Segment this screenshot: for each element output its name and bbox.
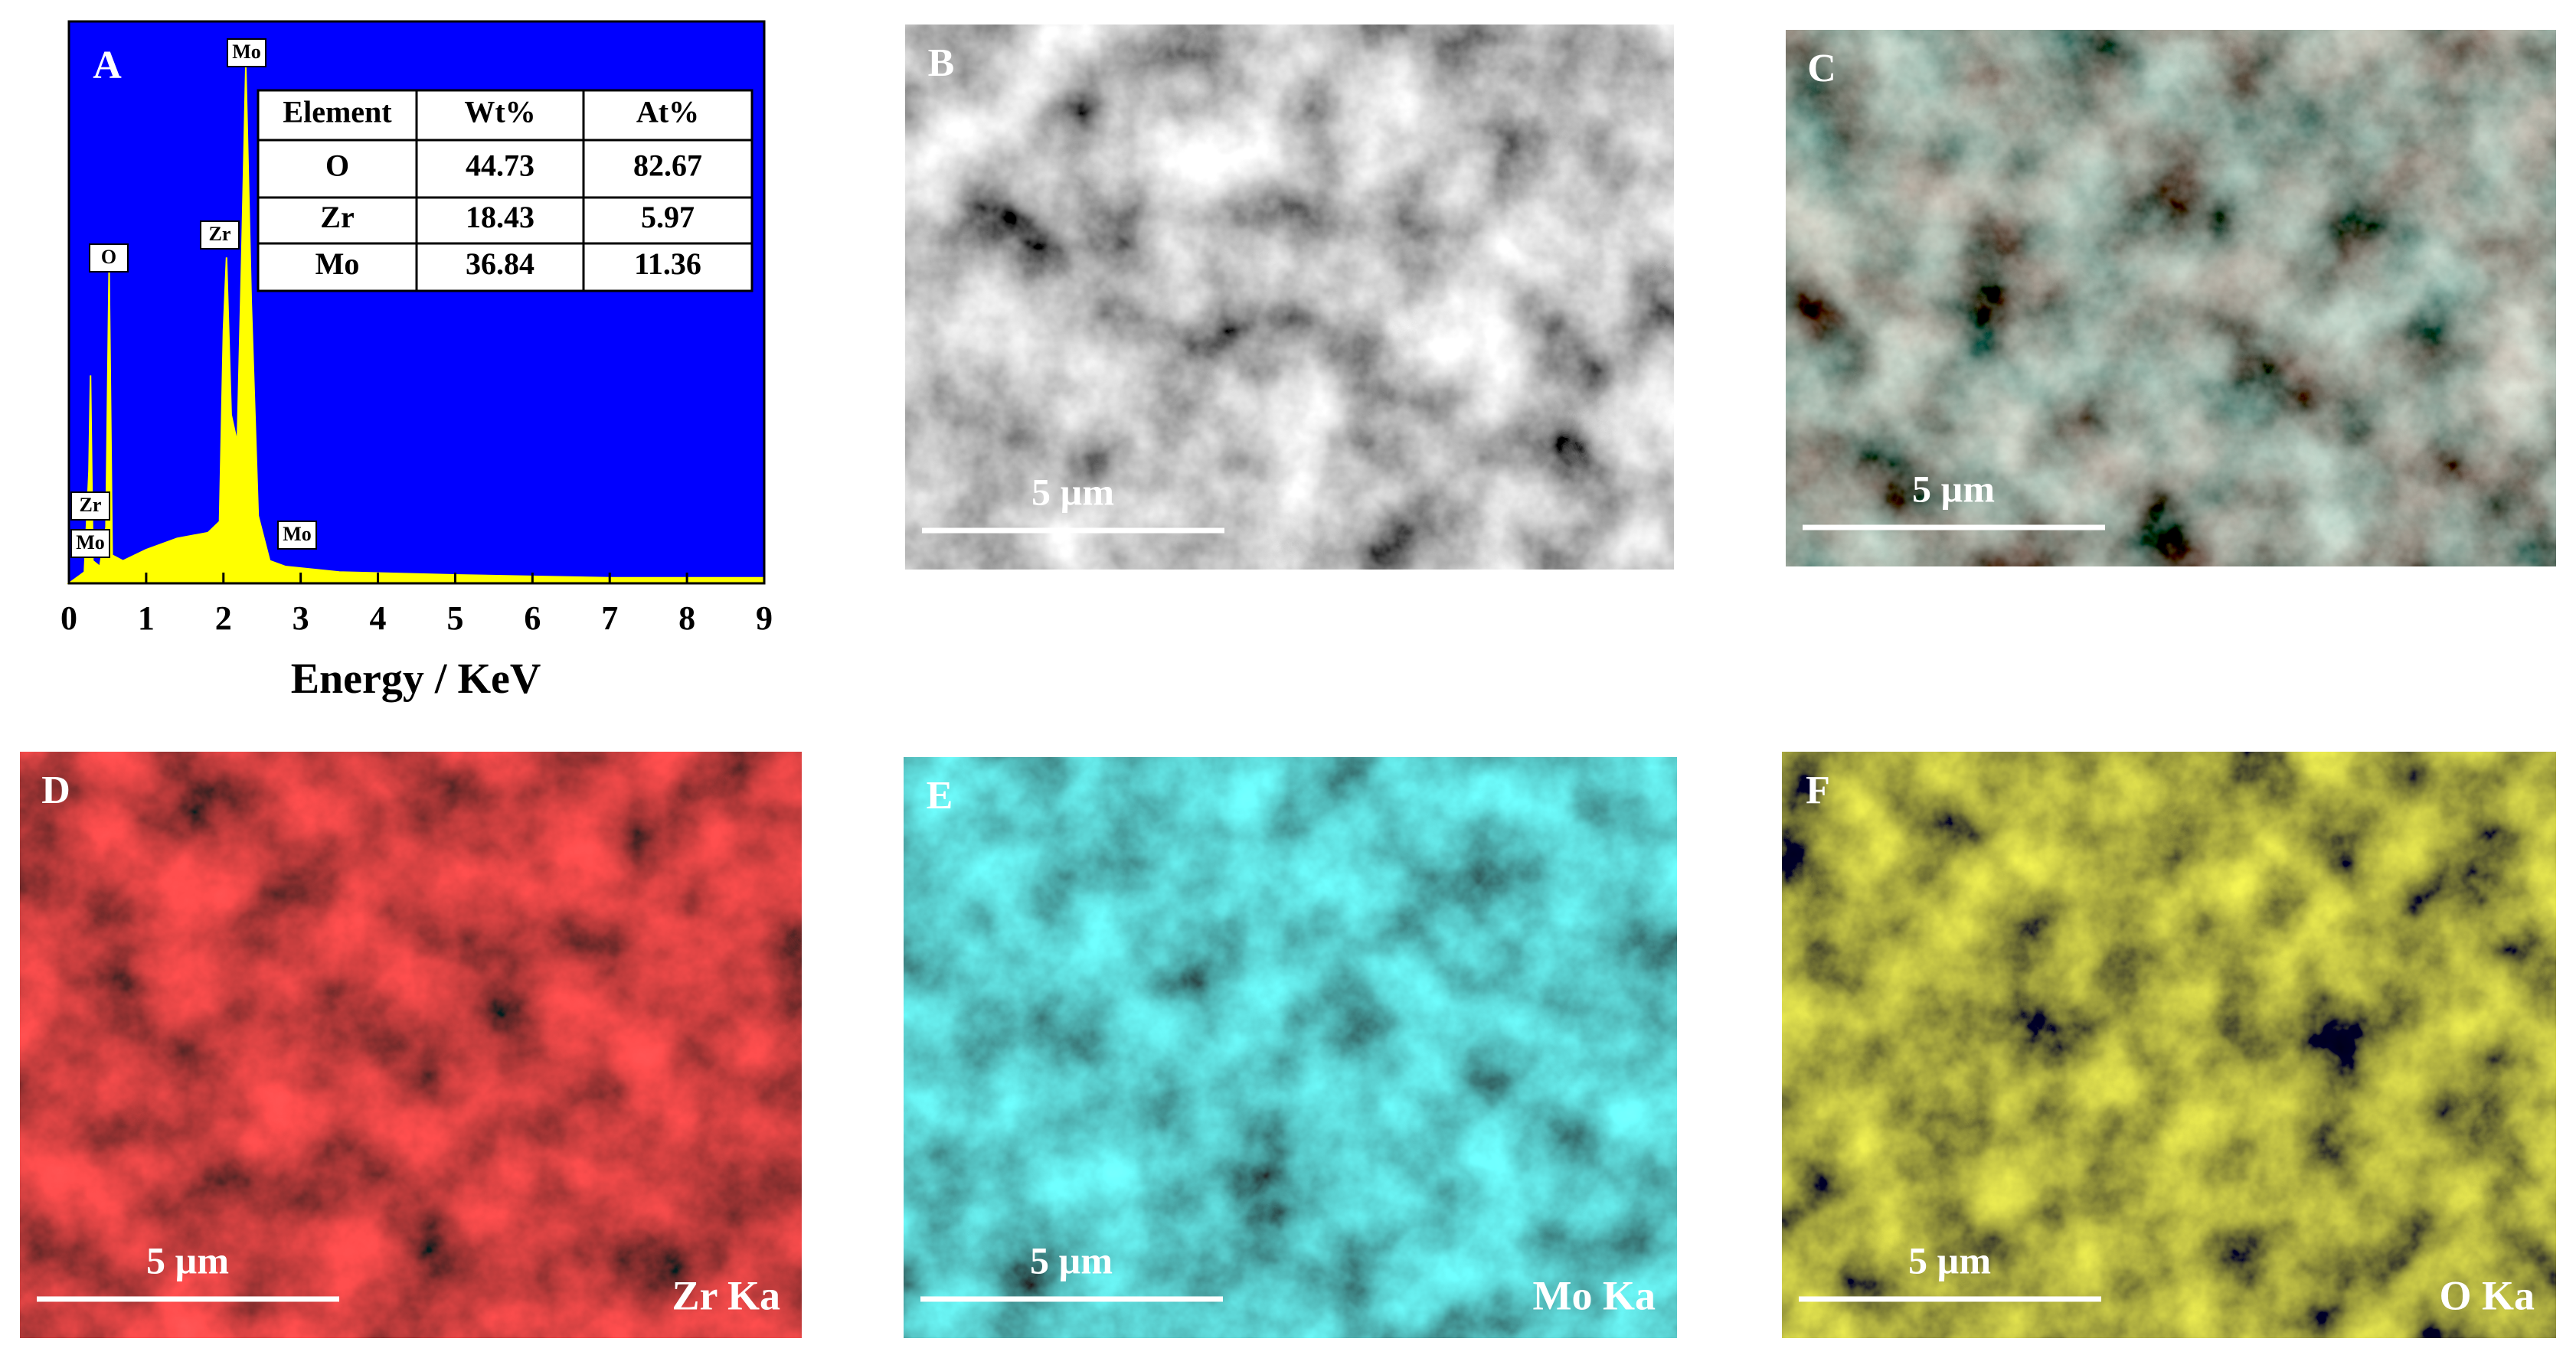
peak-label: Mo: [283, 523, 312, 545]
table-cell: 5.97: [641, 200, 695, 234]
micrograph: [904, 757, 1677, 1338]
panel-label: E: [927, 774, 953, 818]
scale-bar-label: 5 µm: [146, 1239, 229, 1281]
x-tick-label: 7: [601, 599, 618, 637]
table-cell: O: [325, 149, 349, 183]
x-tick-label: 8: [678, 599, 695, 637]
x-tick-label: 1: [138, 599, 155, 637]
micrograph: [20, 752, 802, 1338]
table-header: Element: [283, 95, 392, 129]
plot-frame: [67, 20, 766, 585]
panel-label: A: [93, 44, 122, 87]
element-label: Mo Ka: [1533, 1272, 1656, 1318]
table-header: At%: [636, 95, 699, 129]
element-label: O Ka: [2439, 1272, 2535, 1318]
spectrum: [66, 66, 765, 584]
peak-label: Zr: [209, 223, 231, 245]
table-cell: 18.43: [466, 200, 534, 234]
x-tick-label: 2: [215, 599, 232, 637]
peak-label-box: [227, 38, 266, 67]
table-background: [257, 89, 754, 292]
panel-label: D: [41, 769, 70, 812]
x-tick-label: 9: [756, 599, 773, 637]
peak-label-box: [70, 491, 110, 521]
x-tick-label: 4: [370, 599, 387, 637]
table-cell: 82.67: [633, 149, 702, 183]
scale-bar-label: 5 µm: [1912, 467, 1995, 510]
table-cell: 36.84: [466, 246, 534, 281]
peak-label-box: [200, 220, 240, 250]
peak-label-box: [89, 243, 129, 273]
x-tick-label: 5: [446, 599, 463, 637]
table-cell: Zr: [320, 200, 354, 234]
panel-label: F: [1806, 769, 1830, 812]
panel-label: B: [928, 41, 955, 85]
table-cell: Mo: [315, 246, 360, 281]
x-tick-label: 0: [60, 599, 77, 637]
scale-bar-label: 5 µm: [1030, 1239, 1113, 1281]
table-cell: 11.36: [634, 246, 701, 281]
peak-label: Mo: [76, 531, 105, 553]
micrograph: [905, 24, 1674, 570]
peak-label-box: [70, 529, 110, 558]
table-cell: 44.73: [466, 149, 534, 183]
panel-label: C: [1807, 47, 1836, 90]
peak-label: O: [101, 246, 116, 268]
x-axis-label: Energy / KeV: [291, 655, 541, 703]
scale-bar-label: 5 µm: [1908, 1239, 1991, 1281]
micrograph: [1782, 752, 2556, 1338]
micrograph: [1786, 30, 2556, 566]
peak-label: Mo: [232, 41, 261, 63]
table-header: Wt%: [464, 95, 535, 129]
x-tick-label: 6: [524, 599, 541, 637]
peak-label: Zr: [80, 494, 102, 516]
element-label: Zr Ka: [672, 1272, 780, 1318]
scale-bar-label: 5 µm: [1031, 470, 1114, 513]
x-tick-label: 3: [293, 599, 309, 637]
peak-label-box: [277, 521, 317, 550]
